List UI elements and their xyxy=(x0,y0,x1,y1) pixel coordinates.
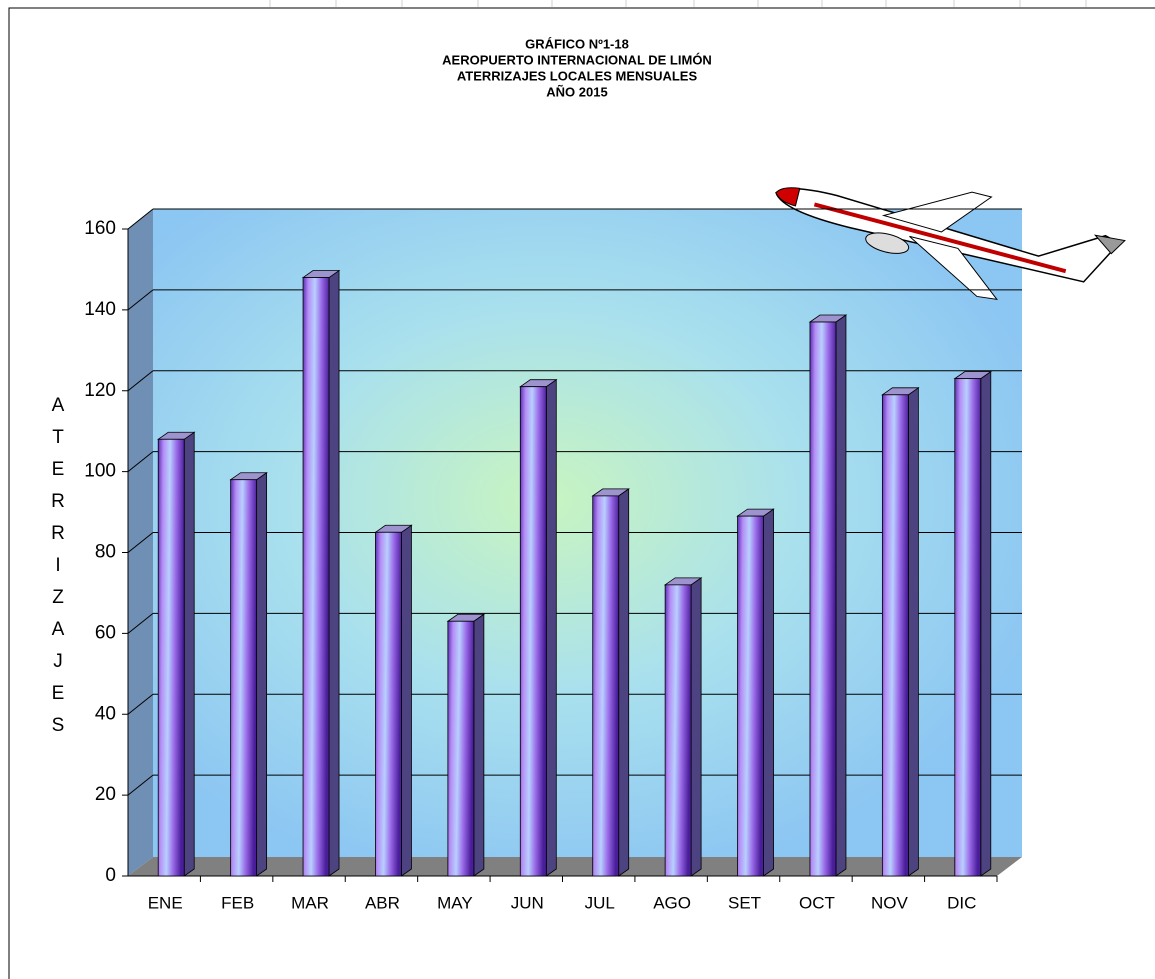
bar xyxy=(229,471,268,877)
bar-front xyxy=(157,438,185,877)
bar-front xyxy=(954,378,982,877)
bar xyxy=(663,577,703,877)
x-tick-label: ABR xyxy=(365,893,400,912)
bar xyxy=(591,488,630,877)
bar-side xyxy=(401,524,412,877)
bar xyxy=(374,524,413,877)
bar-side xyxy=(183,431,195,877)
x-tick-label: ENE xyxy=(148,893,183,912)
bar-side xyxy=(473,613,485,877)
bar-side xyxy=(980,370,992,877)
bar xyxy=(808,314,848,877)
grid-line xyxy=(127,289,154,311)
bar-side xyxy=(618,488,630,877)
bar-front xyxy=(881,394,909,877)
grid-line xyxy=(127,370,154,392)
y-tick-label: 120 xyxy=(84,380,116,401)
y-tick-label: 140 xyxy=(84,299,116,320)
bar-front xyxy=(447,620,475,877)
grid-line xyxy=(127,208,154,230)
y-tick-label: 40 xyxy=(95,703,116,724)
airplane-icon xyxy=(775,187,1126,301)
bar-front xyxy=(592,495,620,877)
bar-side xyxy=(763,508,774,877)
chart-title: AEROPUERTO INTERNACIONAL DE LIMÓN xyxy=(442,52,712,67)
y-tick-label: 60 xyxy=(95,622,116,643)
x-tick-label: SET xyxy=(728,893,761,912)
sheet-grid xyxy=(269,0,1087,7)
bar-front xyxy=(375,531,402,877)
x-tick-label: DIC xyxy=(947,893,976,912)
grid-line xyxy=(127,451,154,473)
bar xyxy=(736,508,775,877)
bar-side xyxy=(835,314,847,877)
x-tick-label: MAR xyxy=(291,893,329,912)
grid-line xyxy=(127,774,154,796)
bar-front xyxy=(230,479,258,877)
grid-line xyxy=(127,532,154,553)
y-tick-label: 100 xyxy=(84,461,116,482)
x-tick-label: MAY xyxy=(437,893,473,912)
y-tick-label: 160 xyxy=(84,218,116,239)
x-tick-label: NOV xyxy=(871,893,909,912)
chart-title: AÑO 2015 xyxy=(546,84,607,99)
x-tick-label: FEB xyxy=(221,893,254,912)
x-tick-label: JUN xyxy=(511,893,544,912)
bar xyxy=(301,269,341,877)
floor xyxy=(128,857,1022,876)
chart-title: GRÁFICO Nº1-18 xyxy=(525,36,629,51)
bar-front xyxy=(302,277,330,877)
bar-front xyxy=(737,515,764,877)
bar-front xyxy=(664,584,692,877)
bar-side xyxy=(328,269,340,877)
bar xyxy=(953,370,993,877)
bar-side xyxy=(690,577,702,877)
y-tick-label: 80 xyxy=(95,542,116,563)
x-tick-label: OCT xyxy=(799,893,835,912)
y-tick-label: 0 xyxy=(105,865,116,886)
bar xyxy=(881,387,920,877)
grid-line xyxy=(127,693,154,715)
bar-side xyxy=(907,387,919,877)
bar-side xyxy=(545,378,557,877)
bar xyxy=(446,613,486,877)
x-tick-label: AGO xyxy=(653,893,691,912)
y-axis-title: ATERRIZAJES xyxy=(51,395,65,736)
y-tick-label: 20 xyxy=(95,784,116,805)
chart-title: ATERRIZAJES LOCALES MENSUALES xyxy=(457,68,698,83)
bar xyxy=(519,378,558,877)
grid-line xyxy=(127,612,154,634)
bar-side xyxy=(256,471,268,877)
x-tick-label: JUL xyxy=(585,893,615,912)
bar-front xyxy=(519,386,547,877)
bar-front xyxy=(809,321,837,877)
bar xyxy=(156,431,196,877)
